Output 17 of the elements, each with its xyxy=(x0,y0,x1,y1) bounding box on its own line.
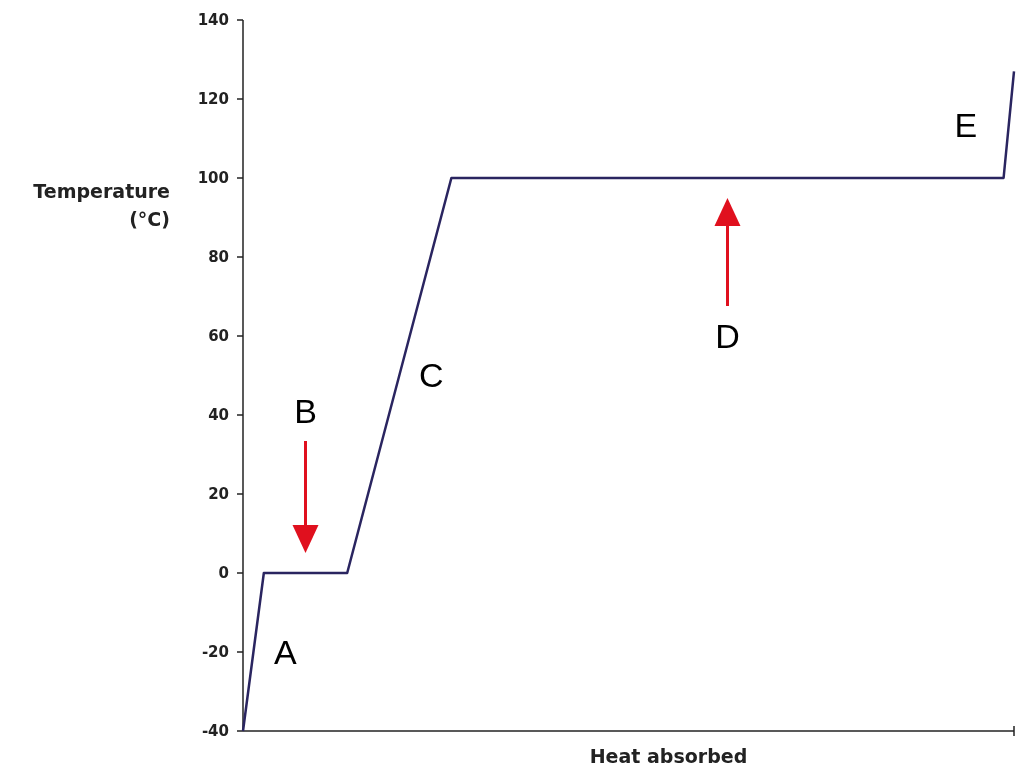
y-tick-label: 20 xyxy=(208,485,229,504)
y-tick-label: 0 xyxy=(218,564,229,583)
x-axis-title: Heat absorbed xyxy=(589,745,748,767)
annotation: E xyxy=(954,105,978,144)
annotation: C xyxy=(419,356,444,395)
y-tick-label: 80 xyxy=(208,248,229,267)
y-tick-label: 40 xyxy=(208,406,229,425)
y-tick-label: 60 xyxy=(208,327,229,346)
annotation: D xyxy=(715,316,740,355)
y-tick-label: 100 xyxy=(197,169,229,188)
y-tick-label: 120 xyxy=(197,90,229,109)
y-tick-label: -20 xyxy=(201,643,229,662)
annotation: B xyxy=(294,391,317,430)
annotation: A xyxy=(274,632,298,671)
y-axis-title: Temperature (°C) xyxy=(33,180,170,230)
y-tick-label: -40 xyxy=(201,722,229,741)
y-tick-label: 140 xyxy=(197,11,229,30)
